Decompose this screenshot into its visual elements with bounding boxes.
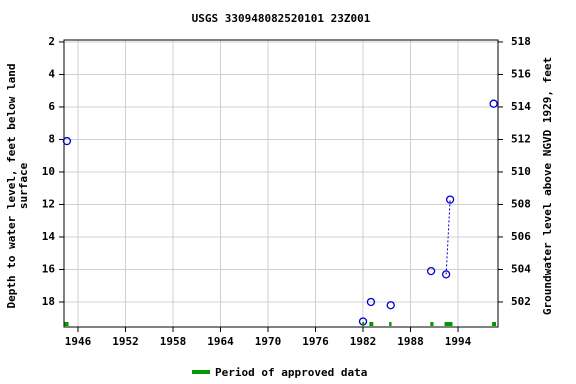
- y-tick-label: 16: [42, 262, 56, 275]
- x-tick-label: 1988: [397, 335, 424, 348]
- y-tick-label: 12: [42, 197, 55, 210]
- y2-tick-label: 504: [511, 262, 531, 275]
- data-point: [489, 99, 498, 108]
- y2-tick-label: 514: [511, 100, 531, 113]
- x-tick-label: 1952: [112, 335, 139, 348]
- y2-tick-label: 502: [511, 295, 531, 308]
- approved-period: [362, 322, 365, 326]
- x-tick-label: 1994: [445, 335, 472, 348]
- data-point: [62, 136, 72, 146]
- y2-axis-label: Groundwater level above NGVD 1929, feet: [541, 57, 554, 315]
- approved-period: [492, 322, 497, 326]
- approved-period: [389, 322, 392, 326]
- approved-period: [444, 322, 453, 326]
- approved-period: [64, 322, 69, 326]
- data-point: [445, 195, 455, 204]
- plot-frame: [63, 39, 499, 328]
- y-tick-label: 10: [42, 165, 55, 178]
- y2-tick-label: 512: [511, 132, 531, 145]
- y2-tick-label: 510: [511, 165, 531, 178]
- x-tick-label: 1970: [255, 335, 282, 348]
- legend-label: Period of approved data: [215, 366, 367, 379]
- y-axis-label: Depth to water level, feet below land: [5, 63, 18, 308]
- y-tick-label: 8: [48, 132, 55, 145]
- data-point: [441, 270, 451, 279]
- y-tick-label: 14: [42, 230, 56, 243]
- y-tick-label: 18: [42, 295, 55, 308]
- data-point: [386, 301, 395, 310]
- y2-tick-label: 518: [511, 35, 531, 48]
- data-point: [366, 297, 376, 307]
- y-tick-label: 2: [48, 35, 55, 48]
- data-point: [426, 266, 436, 276]
- x-tick-label: 1964: [207, 335, 234, 348]
- y2-tick-label: 506: [511, 230, 531, 243]
- approved-period: [369, 322, 374, 326]
- y-tick-label: 6: [48, 100, 55, 113]
- y-axis-label: surface: [17, 162, 30, 209]
- x-tick-label: 1976: [302, 335, 329, 348]
- y2-tick-label: 516: [511, 67, 531, 80]
- chart-title: USGS 330948082520101 23Z001: [192, 12, 371, 25]
- y2-tick-label: 508: [511, 197, 531, 210]
- approved-period: [430, 322, 434, 326]
- y-tick-label: 4: [48, 67, 55, 80]
- x-tick-label: 1982: [350, 335, 377, 348]
- x-tick-label: 1958: [160, 335, 187, 348]
- data-line: [445, 199, 451, 275]
- x-tick-label: 1946: [65, 335, 92, 348]
